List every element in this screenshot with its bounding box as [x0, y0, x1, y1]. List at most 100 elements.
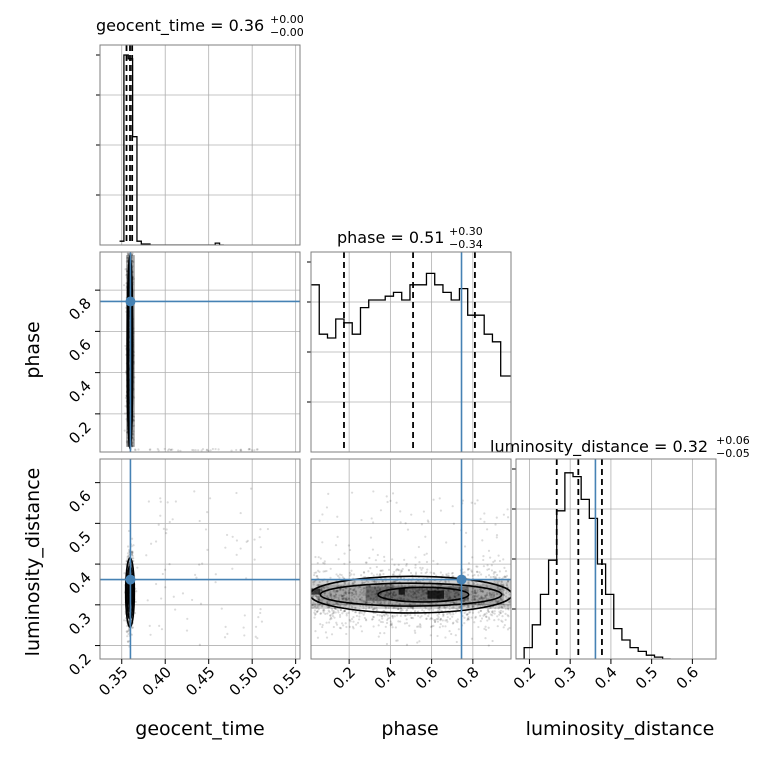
- sample-point: [326, 580, 329, 583]
- sample-point: [420, 614, 423, 618]
- sample-point: [474, 598, 477, 602]
- sample-point: [370, 605, 373, 609]
- sample-point: [243, 614, 246, 617]
- sample-point: [445, 574, 448, 577]
- sample-point: [332, 594, 335, 597]
- sample-point: [484, 595, 487, 598]
- sample-point: [375, 591, 378, 594]
- sample-point: [314, 613, 317, 616]
- sample-point: [412, 602, 415, 605]
- sample-point: [386, 500, 389, 504]
- sample-point: [418, 591, 421, 594]
- sample-point: [425, 592, 428, 595]
- sample-point: [478, 571, 481, 574]
- sample-point: [493, 612, 496, 615]
- sample-point: [432, 559, 435, 563]
- sample-point: [413, 614, 417, 617]
- sample-point: [453, 589, 456, 593]
- sample-point: [489, 600, 492, 603]
- sample-point: [163, 447, 166, 451]
- sample-point: [393, 606, 396, 609]
- sample-point: [450, 632, 453, 636]
- sample-point: [394, 607, 398, 610]
- sample-point: [145, 554, 148, 557]
- sample-point: [366, 594, 369, 597]
- sample-point: [384, 594, 387, 597]
- sample-point: [396, 607, 400, 611]
- sample-point: [372, 625, 375, 628]
- sample-point: [417, 625, 420, 628]
- sample-point: [239, 511, 242, 515]
- sample-point: [457, 593, 460, 596]
- sample-point: [505, 574, 509, 577]
- sample-point: [371, 580, 374, 583]
- sample-point: [428, 608, 431, 611]
- density-block: [427, 590, 444, 599]
- sample-point: [321, 513, 324, 516]
- sample-point: [342, 589, 345, 592]
- sample-point: [334, 607, 337, 610]
- sample-point: [342, 588, 345, 591]
- sample-point: [226, 632, 229, 635]
- sample-point: [313, 594, 316, 597]
- sample-point: [498, 570, 501, 573]
- sample-point: [360, 599, 363, 602]
- sample-point: [407, 592, 410, 596]
- sample-point: [503, 575, 506, 578]
- sample-point: [419, 616, 422, 619]
- sample-point: [503, 624, 506, 627]
- sample-point: [135, 590, 138, 593]
- sample-point: [314, 612, 317, 615]
- sample-point: [415, 596, 418, 599]
- sample-point: [253, 538, 256, 541]
- sample-point: [392, 580, 395, 583]
- sample-point: [495, 516, 498, 519]
- sample-point: [382, 599, 385, 602]
- sample-point: [235, 553, 238, 556]
- sample-point: [499, 597, 502, 600]
- sample-point: [396, 639, 399, 642]
- sample-point: [437, 588, 440, 591]
- sample-point: [323, 586, 326, 589]
- sample-point: [471, 611, 475, 614]
- sample-point: [317, 597, 320, 600]
- sample-point: [457, 594, 460, 597]
- xtick-label-geocent-time: 0.45: [182, 663, 218, 699]
- sample-point: [422, 584, 425, 587]
- sample-point: [376, 584, 379, 587]
- sample-point: [326, 605, 329, 608]
- sample-point: [319, 623, 322, 626]
- sample-point: [502, 513, 505, 516]
- sample-point: [502, 583, 505, 586]
- sample-point: [329, 593, 332, 597]
- sample-point: [444, 609, 447, 612]
- sample-point: [321, 625, 324, 629]
- sample-point: [478, 602, 481, 606]
- xtick-label-luminosity-distance: 0.5: [632, 663, 662, 693]
- sample-point: [403, 558, 406, 561]
- sample-point: [146, 599, 149, 602]
- sample-point: [345, 596, 348, 599]
- sample-point: [130, 552, 134, 555]
- sample-point: [418, 561, 421, 564]
- sample-point: [205, 449, 208, 452]
- sample-point: [209, 497, 212, 500]
- sample-point: [318, 570, 321, 573]
- sample-point: [448, 630, 451, 633]
- sample-point: [506, 508, 509, 511]
- sample-point: [253, 558, 256, 561]
- sample-point: [414, 571, 418, 574]
- sample-point: [235, 539, 239, 542]
- sample-point: [444, 580, 447, 583]
- sample-point: [433, 620, 437, 623]
- sample-point: [357, 595, 360, 598]
- sample-point: [126, 252, 129, 255]
- sample-point: [312, 601, 315, 604]
- ytick-label-phase: 0.4: [65, 377, 95, 407]
- sample-point: [446, 620, 449, 623]
- sample-point: [362, 582, 366, 585]
- sample-point: [266, 527, 270, 531]
- sample-point: [425, 617, 428, 620]
- sample-point: [214, 447, 217, 451]
- sample-point: [131, 626, 134, 629]
